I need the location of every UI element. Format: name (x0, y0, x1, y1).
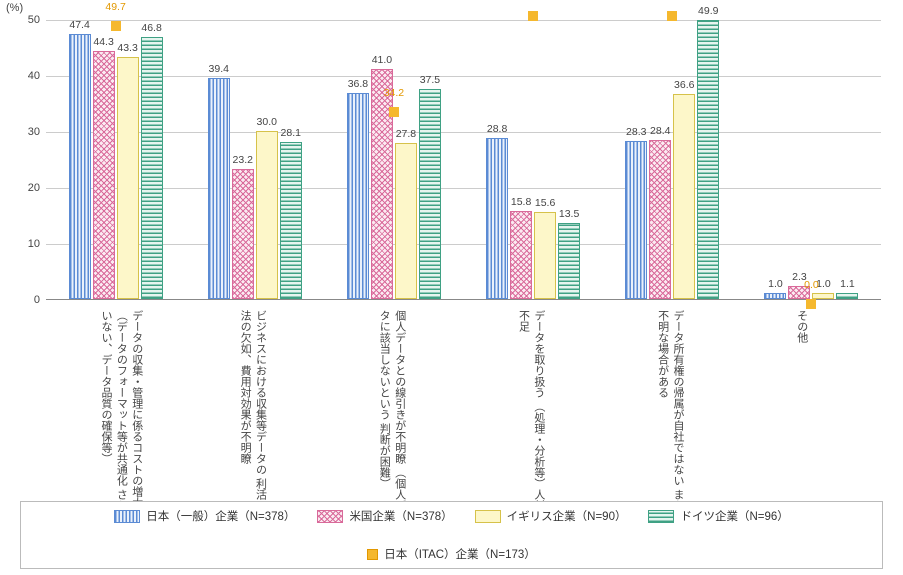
x-category-label: 個人データとの線引きが不明瞭 （個人データに該当しないという 判断が困難） (376, 310, 407, 530)
bar-chart: (%) 0102030405047.444.343.346.849.739.42… (0, 0, 903, 575)
marker-value-label: 0.0 (804, 279, 819, 291)
legend-swatch (114, 510, 140, 523)
bar-us: 41.0 (371, 69, 393, 299)
bar-us: 28.4 (649, 140, 671, 299)
y-unit-label: (%) (6, 2, 23, 14)
bar-us: 44.3 (93, 51, 115, 299)
legend-label: ドイツ企業（N=96） (680, 508, 788, 524)
bar-value-label: 23.2 (233, 154, 253, 166)
bar-value-label: 44.3 (93, 36, 113, 48)
legend-label: 米国企業（N=378） (349, 508, 452, 524)
bar-us: 23.2 (232, 169, 254, 299)
bar-uk: 43.3 (117, 57, 139, 299)
bar-uk: 36.6 (673, 94, 695, 299)
legend-item: 日本（一般）企業（N=378） (114, 508, 295, 524)
bar-uk: 15.6 (534, 212, 556, 299)
bar-group: 28.815.815.613.5 (486, 138, 580, 299)
y-tick-label: 30 (10, 126, 40, 138)
legend-item: ドイツ企業（N=96） (648, 508, 788, 524)
x-category-label: データの収集・管理に係るコストの増大 （データのフォーマット等が共通化 されてい… (98, 310, 144, 530)
bar-de: 49.9 (697, 20, 719, 299)
bar-de: 37.5 (419, 89, 441, 299)
y-tick-label: 10 (10, 238, 40, 250)
bar-value-label: 43.3 (117, 42, 137, 54)
bar-jp_gen: 36.8 (347, 93, 369, 299)
bar-jp_gen: 1.0 (764, 293, 786, 299)
bar-group: 28.328.436.649.9 (625, 20, 719, 299)
bar-value-label: 1.1 (840, 278, 855, 290)
bar-group: 47.444.343.346.8 (69, 34, 163, 299)
bar-value-label: 46.8 (141, 22, 161, 34)
legend-item: 米国企業（N=378） (317, 508, 452, 524)
legend-swatch (475, 510, 501, 523)
bar-de: 28.1 (280, 142, 302, 299)
y-tick-label: 40 (10, 70, 40, 82)
bar-de: 46.8 (141, 37, 163, 299)
marker-value-label: 51.5 (523, 0, 543, 3)
bar-value-label: 1.0 (768, 278, 783, 290)
marker-itac (528, 11, 538, 21)
bar-value-label: 28.3 (626, 126, 646, 138)
bar-de: 1.1 (836, 293, 858, 299)
x-category-label: その他 (793, 310, 808, 343)
bar-value-label: 36.8 (348, 78, 368, 90)
legend: 日本（一般）企業（N=378） 米国企業（N=378） イギリス企業（N=90） ドイ… (20, 501, 883, 569)
bar-value-label: 15.8 (511, 196, 531, 208)
gridline (46, 76, 881, 77)
bar-jp_gen: 28.8 (486, 138, 508, 299)
legend-item: 日本（ITAC）企業（N=173） (367, 546, 536, 562)
bar-value-label: 30.0 (257, 116, 277, 128)
legend-label: イギリス企業（N=90） (507, 508, 627, 524)
y-tick-label: 50 (10, 14, 40, 26)
plot-area: 0102030405047.444.343.346.849.739.423.23… (46, 20, 881, 300)
marker-value-label: 51.5 (662, 0, 682, 3)
legend-swatch (367, 549, 378, 560)
bar-value-label: 41.0 (372, 54, 392, 66)
x-category-label: データ所有権の帰属が自社ではない または不明な場合がある (654, 310, 685, 530)
gridline (46, 188, 881, 189)
marker-itac (667, 11, 677, 21)
marker-itac (111, 21, 121, 31)
gridline (46, 132, 881, 133)
gridline (46, 20, 881, 21)
bar-value-label: 28.1 (281, 127, 301, 139)
bar-jp_gen: 47.4 (69, 34, 91, 299)
legend-label: 日本（一般）企業（N=378） (146, 508, 295, 524)
bar-de: 13.5 (558, 223, 580, 299)
bar-value-label: 13.5 (559, 208, 579, 220)
bar-value-label: 39.4 (209, 63, 229, 75)
x-category-label: データを取り扱う （処理・分析等）人材の不足 (515, 310, 546, 530)
bar-value-label: 47.4 (69, 19, 89, 31)
bar-jp_gen: 28.3 (625, 141, 647, 299)
marker-value-label: 34.2 (384, 87, 404, 99)
bar-uk: 30.0 (256, 131, 278, 299)
legend-item: イギリス企業（N=90） (475, 508, 627, 524)
bar-value-label: 15.6 (535, 197, 555, 209)
bar-group: 39.423.230.028.1 (208, 78, 302, 299)
bar-value-label: 37.5 (420, 74, 440, 86)
bar-value-label: 28.4 (650, 125, 670, 137)
bar-value-label: 28.8 (487, 123, 507, 135)
marker-value-label: 49.7 (105, 1, 125, 13)
bar-group: 36.841.027.837.5 (347, 69, 441, 299)
bar-value-label: 49.9 (698, 5, 718, 17)
y-tick-label: 0 (10, 294, 40, 306)
bar-us: 15.8 (510, 211, 532, 299)
y-tick-label: 20 (10, 182, 40, 194)
bar-value-label: 27.8 (396, 128, 416, 140)
x-labels-area: データの収集・管理に係るコストの増大 （データのフォーマット等が共通化 されてい… (46, 306, 881, 531)
legend-swatch (648, 510, 674, 523)
legend-swatch (317, 510, 343, 523)
bar-jp_gen: 39.4 (208, 78, 230, 299)
marker-itac (389, 107, 399, 117)
gridline (46, 244, 881, 245)
legend-label: 日本（ITAC）企業（N=173） (384, 546, 536, 562)
bar-uk: 27.8 (395, 143, 417, 299)
bar-value-label: 36.6 (674, 79, 694, 91)
x-category-label: ビジネスにおける収集等データの 利活用方法の欠如、費用対効果が不明瞭 (237, 310, 268, 530)
